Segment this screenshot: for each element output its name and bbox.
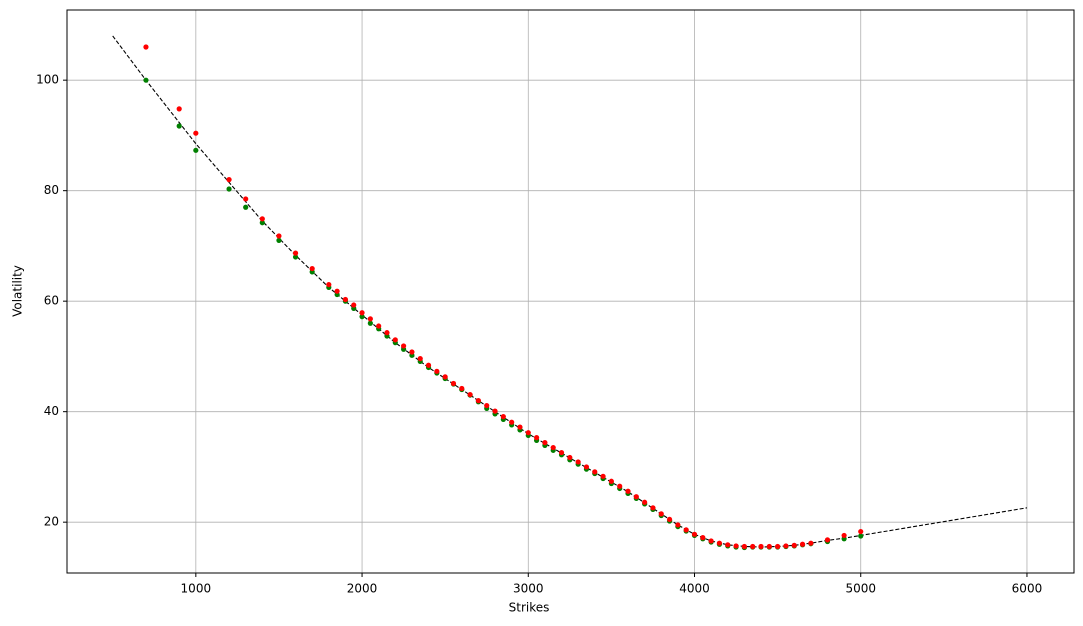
point xyxy=(517,424,523,430)
point xyxy=(600,473,606,479)
point xyxy=(309,265,315,272)
point xyxy=(193,130,199,136)
point xyxy=(367,316,373,322)
point xyxy=(409,349,415,355)
point xyxy=(708,538,714,544)
point xyxy=(608,478,614,484)
x-tick-label: 1000 xyxy=(181,582,212,596)
point xyxy=(725,542,731,548)
point xyxy=(575,459,581,465)
point xyxy=(367,320,373,326)
point xyxy=(259,220,265,226)
point xyxy=(617,483,623,489)
point xyxy=(417,356,423,362)
point xyxy=(176,123,182,129)
point xyxy=(334,288,340,294)
point xyxy=(550,444,556,451)
point xyxy=(492,408,498,414)
point xyxy=(509,419,515,425)
point xyxy=(583,464,590,470)
point xyxy=(741,543,747,550)
point xyxy=(467,391,473,398)
y-tick-label: 20 xyxy=(44,515,59,529)
y-tick-label: 60 xyxy=(44,294,59,308)
point xyxy=(642,499,648,505)
point xyxy=(658,511,664,517)
point xyxy=(542,440,548,446)
point xyxy=(666,516,673,523)
x-tick-label: 5000 xyxy=(845,582,876,596)
point xyxy=(259,216,265,222)
point xyxy=(700,535,706,541)
point xyxy=(425,362,432,368)
plot-frame xyxy=(66,9,1075,574)
x-tick-label: 3000 xyxy=(513,582,544,596)
point xyxy=(226,186,232,192)
point xyxy=(758,543,764,550)
x-axis-label: Strikes xyxy=(509,601,550,615)
x-tick-label: 4000 xyxy=(679,582,710,596)
point xyxy=(176,106,182,112)
point xyxy=(558,449,565,456)
point xyxy=(841,532,847,539)
x-tick-label: 6000 xyxy=(1012,582,1043,596)
y-tick-label: 40 xyxy=(44,404,59,418)
point xyxy=(243,204,249,210)
point xyxy=(193,147,199,153)
point xyxy=(450,380,457,387)
point xyxy=(475,398,482,404)
point xyxy=(791,542,797,548)
point xyxy=(824,537,831,543)
point xyxy=(533,435,540,441)
point xyxy=(243,196,249,202)
point xyxy=(783,543,789,549)
point xyxy=(326,281,332,288)
point xyxy=(650,505,656,511)
point xyxy=(384,330,390,336)
point xyxy=(292,250,299,256)
point xyxy=(625,488,631,494)
point xyxy=(276,237,282,243)
point xyxy=(766,543,772,550)
point xyxy=(525,430,531,436)
point xyxy=(359,310,365,316)
x-tick-label: 2000 xyxy=(347,582,378,596)
point xyxy=(775,543,781,550)
point xyxy=(376,323,382,329)
point xyxy=(143,44,149,50)
point xyxy=(592,469,598,475)
point xyxy=(226,177,232,183)
point xyxy=(683,527,689,533)
point xyxy=(691,531,698,537)
point xyxy=(733,543,739,549)
point xyxy=(342,296,349,303)
point xyxy=(716,540,723,546)
point xyxy=(434,368,440,374)
point xyxy=(276,233,282,239)
point xyxy=(459,385,465,392)
y-tick-label: 100 xyxy=(36,73,59,87)
point xyxy=(799,541,806,547)
point xyxy=(359,314,365,320)
point xyxy=(292,254,299,260)
point xyxy=(401,343,407,349)
point xyxy=(808,540,814,546)
point xyxy=(143,77,149,83)
y-tick-label: 80 xyxy=(44,183,59,197)
point xyxy=(675,522,681,528)
point xyxy=(567,454,573,461)
point xyxy=(858,533,864,539)
point xyxy=(500,414,506,420)
point xyxy=(442,374,448,380)
point xyxy=(633,494,639,500)
point xyxy=(484,402,490,409)
point xyxy=(858,528,864,535)
y-axis-label: Volatility xyxy=(11,265,25,317)
point xyxy=(750,543,756,550)
point xyxy=(351,302,357,308)
point xyxy=(392,337,398,343)
